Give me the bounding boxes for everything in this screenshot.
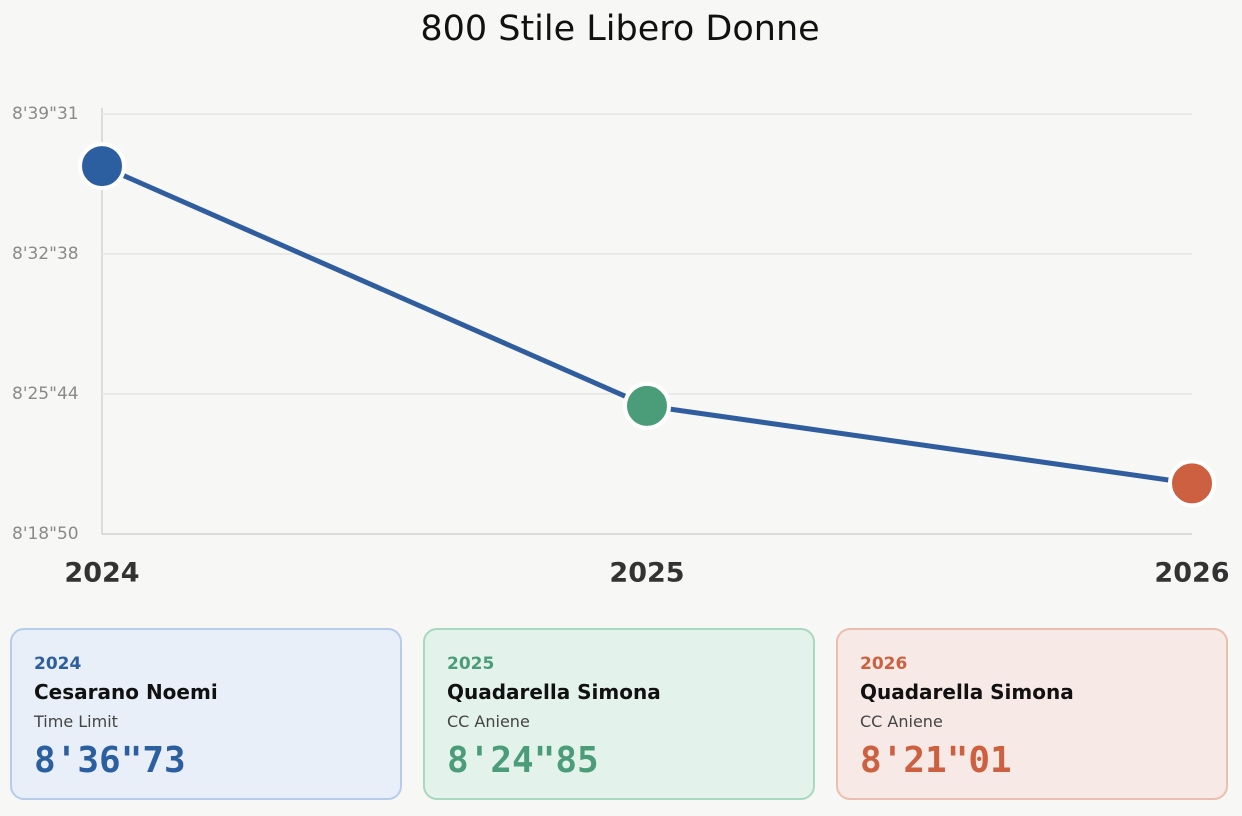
record-card: 2026 Quadarella Simona CC Aniene 8'21"01 <box>836 628 1228 800</box>
card-year: 2025 <box>447 654 495 674</box>
card-year: 2024 <box>34 654 82 674</box>
data-point <box>78 142 126 191</box>
athlete-name: Quadarella Simona <box>447 680 661 704</box>
record-card: 2025 Quadarella Simona CC Aniene 8'24"85 <box>423 628 815 800</box>
record-time: 8'36"73 <box>34 740 186 781</box>
club-name: CC Aniene <box>860 712 943 731</box>
data-point <box>623 381 671 430</box>
chart: 800 Stile Libero Donne 8'18"50 8'25"44 8'3… <box>12 9 1230 589</box>
club-name: Time Limit <box>34 712 118 731</box>
x-tick-label: 2026 <box>1154 558 1229 589</box>
athlete-name: Quadarella Simona <box>860 680 1074 704</box>
y-tick-label: 8'25"44 <box>12 384 79 404</box>
x-tick-label: 2025 <box>609 558 684 589</box>
x-tick-label: 2024 <box>64 558 139 589</box>
y-tick-label: 8'18"50 <box>12 524 79 544</box>
record-card: 2024 Cesarano Noemi Time Limit 8'36"73 <box>10 628 402 800</box>
club-name: CC Aniene <box>447 712 530 731</box>
y-tick-label: 8'39"31 <box>12 104 79 124</box>
record-time: 8'21"01 <box>860 740 1012 781</box>
data-line <box>100 163 1193 486</box>
record-time: 8'24"85 <box>447 740 599 781</box>
athlete-name: Cesarano Noemi <box>34 680 218 704</box>
y-tick-label: 8'32"38 <box>12 244 79 264</box>
card-year: 2026 <box>860 654 908 674</box>
chart-title: 800 Stile Libero Donne <box>420 9 819 49</box>
data-point <box>1168 459 1216 508</box>
